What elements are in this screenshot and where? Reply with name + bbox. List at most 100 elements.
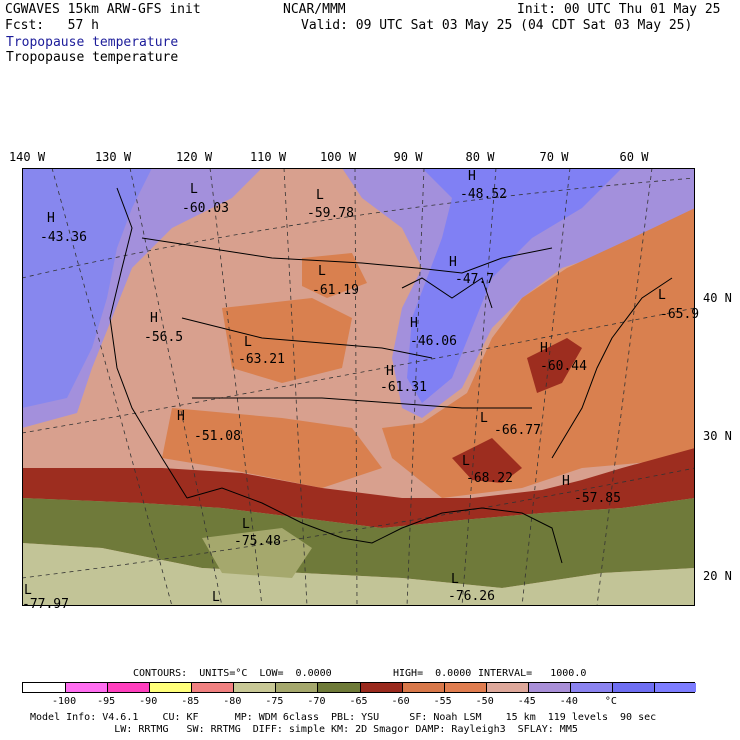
field-title-primary: Tropopause temperature: [6, 35, 179, 50]
extremum-value: -68.22: [466, 471, 513, 486]
extremum-value: -63.21: [238, 352, 285, 367]
colorbar-label: -85: [181, 696, 200, 707]
extremum-marker: L: [480, 411, 488, 426]
extremum-marker: L: [658, 288, 666, 303]
latlon-grid: [22, 168, 695, 606]
extremum-marker: H: [150, 311, 158, 326]
init-time: Init: 00 UTC Thu 01 May 25: [517, 2, 721, 17]
extremum-marker: L: [212, 590, 220, 605]
field-light-olive-south: [22, 543, 695, 606]
lon-label-90w: 90 W: [393, 150, 423, 164]
colorbar-swatch: [275, 683, 318, 692]
colorbar-swatch: [443, 683, 486, 692]
colorbar-swatch: [149, 683, 192, 692]
extremum-marker: H: [449, 255, 457, 270]
lon-label-140w: 140 W: [8, 150, 46, 164]
colorbar-swatch: [527, 683, 570, 692]
extremum-marker: H: [468, 169, 476, 184]
lon-label-120w: 120 W: [175, 150, 213, 164]
colorbar-label: °C: [604, 696, 617, 707]
field-darkred-band: [22, 448, 695, 528]
colorbar-swatch: [359, 683, 402, 692]
lat-label-30n: 30 N: [703, 429, 732, 443]
colorbar-label: -80: [223, 696, 242, 707]
extremum-marker: L: [318, 264, 326, 279]
lon-label-70w: 70 W: [539, 150, 569, 164]
extremum-value: -43.36: [40, 230, 87, 245]
model-info-line2: LW: RRTMG SW: RRTMG DIFF: simple KM: 2D …: [30, 724, 578, 735]
plot-title: CGWAVES 15km ARW-GFS init: [5, 2, 201, 17]
colorbar-swatch: [611, 683, 654, 692]
colorbar-swatch: [65, 683, 108, 692]
colorbar-swatch: [401, 683, 444, 692]
extremum-marker: H: [47, 211, 55, 226]
field-orange-south-plains: [162, 408, 382, 488]
extremum-marker: L: [462, 454, 470, 469]
extremum-value: -75.48: [234, 534, 281, 549]
tropopause-temperature-map: [22, 168, 695, 606]
extremum-value: -61.19: [312, 283, 359, 298]
org-label: NCAR/MMM: [283, 2, 346, 17]
field-olive-band: [22, 498, 695, 588]
extremum-marker: H: [386, 364, 394, 379]
extremum-value: -47.7: [455, 272, 495, 287]
extremum-marker: L: [242, 517, 250, 532]
extremum-marker: L: [190, 182, 198, 197]
extremum-marker: H: [177, 409, 185, 424]
colorbar-label: -55: [433, 696, 452, 707]
extremum-value: -59.78: [307, 206, 354, 221]
extremum-value: -66.77: [494, 423, 541, 438]
extremum-value: -56.5: [144, 330, 184, 345]
field-band-northeast-core: [407, 168, 622, 403]
extremum-value: -57.85: [574, 491, 621, 506]
colorbar-swatch: [233, 683, 276, 692]
lon-label-130w: 130 W: [94, 150, 132, 164]
lon-label-60w: 60 W: [619, 150, 649, 164]
contour-units: CONTOURS: UNITS=°C LOW= 0.0000: [133, 668, 332, 679]
colorbar-label: -95: [97, 696, 116, 707]
field-title-secondary: Tropopause temperature: [6, 50, 179, 65]
lon-label-110w: 110 W: [249, 150, 287, 164]
colorbar-label: -40: [559, 696, 578, 707]
colorbar-label: -50: [475, 696, 494, 707]
colorbar-swatch: [191, 683, 234, 692]
extremum-value: -60.44: [540, 359, 587, 374]
colorbar-swatch: [23, 683, 66, 692]
lat-label-20n: 20 N: [703, 569, 732, 583]
field-darkred-mid-atlantic: [527, 338, 582, 393]
field-orange-dakotas: [302, 253, 367, 298]
colorbar-swatch: [317, 683, 360, 692]
colorbar-label: -65: [349, 696, 368, 707]
extremum-value: -77.97: [22, 597, 69, 612]
extremum-value: -48.52: [460, 187, 507, 202]
contour-interval: INTERVAL= 1000.0: [478, 668, 587, 679]
colorbar-swatch: [653, 683, 696, 692]
colorbar-swatch: [107, 683, 150, 692]
colorbar: [22, 682, 696, 693]
colorbar-label: -100: [52, 696, 77, 707]
colorbar-label: -60: [391, 696, 410, 707]
extremum-value: -46.06: [410, 334, 457, 349]
colorbar-label: -45: [517, 696, 536, 707]
extremum-value: -61.31: [380, 380, 427, 395]
colorbar-swatch: [569, 683, 612, 692]
extremum-marker: H: [562, 474, 570, 489]
extremum-value: -60.03: [182, 201, 229, 216]
colorbar-label: -75: [265, 696, 284, 707]
colorbar-label: -70: [307, 696, 326, 707]
extremum-marker: L: [451, 572, 459, 587]
model-info-line1: Model Info: V4.6.1 CU: KF MP: WDM 6class…: [30, 712, 657, 723]
extremum-marker: L: [244, 335, 252, 350]
extremum-value: -65.9: [660, 307, 700, 322]
extremum-value: -51.08: [194, 429, 241, 444]
field-darkred-southeast: [452, 438, 522, 483]
field-light-olive-patch: [202, 528, 312, 578]
lon-label-80w: 80 W: [465, 150, 495, 164]
colorbar-swatch: [485, 683, 528, 692]
lat-label-40n: 40 N: [703, 291, 732, 305]
contour-high: HIGH= 0.0000: [393, 668, 472, 679]
lon-label-100w: 100 W: [319, 150, 357, 164]
extremum-marker: H: [410, 316, 418, 331]
coastlines-borders: [109, 187, 673, 564]
extremum-marker: L: [24, 583, 32, 598]
